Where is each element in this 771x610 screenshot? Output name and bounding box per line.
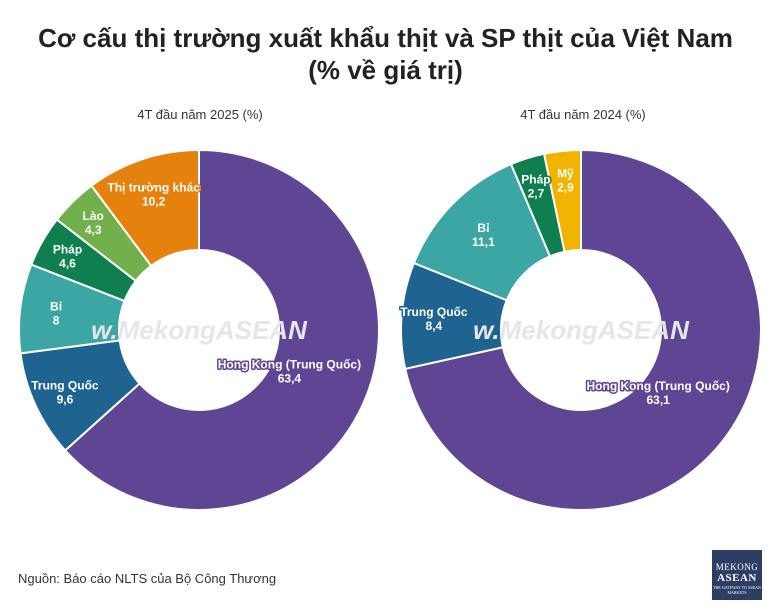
left-slice-thi-truong-khac <box>90 148 200 268</box>
left-label-name-bi: Bỉ <box>50 300 63 314</box>
right-label-value-my: 2,9 <box>557 181 574 195</box>
right-slice-my <box>542 148 582 253</box>
right-label-name-trung-quoc: Trung Quốc <box>400 305 468 319</box>
left-label-name-hong-kong-trung-quoc: Hong Kong (Trung Quốc) <box>218 357 361 371</box>
right-watermark: w.MekongASEAN <box>473 315 690 345</box>
left-label-value-hong-kong-trung-quoc: 63,4 <box>278 371 302 385</box>
mekongasean-logo: MEKONG ASEAN THE GATEWAY TO ASEAN MARKET… <box>712 550 762 600</box>
left-slice-hong-kong-trung-quoc <box>63 148 380 511</box>
left-label-value-trung-quoc: 9,6 <box>57 393 74 407</box>
left-watermark: w.MekongASEAN <box>91 315 308 345</box>
left-label-name-thi-truong-khac: Thị trường khác <box>107 180 200 194</box>
right-label-name-hong-kong-trung-quoc: Hong Kong (Trung Quốc) <box>587 379 730 393</box>
right-label-value-trung-quoc: 8,4 <box>426 319 443 333</box>
left-label-name-phap: Pháp <box>53 242 82 256</box>
right-label-value-bi: 11,1 <box>472 235 495 249</box>
right-label-value-phap: 2,7 <box>528 187 545 201</box>
left-label-value-lao: 4,3 <box>85 223 102 237</box>
logo-line3: THE GATEWAY TO ASEAN MARKETS <box>713 585 761 595</box>
right-chart-subtitle: 4T đầu năm 2024 (%) <box>520 107 646 122</box>
right-label-value-hong-kong-trung-quoc: 63,1 <box>647 393 671 407</box>
left-label-value-thi-truong-khac: 10,2 <box>142 194 166 208</box>
left-chart-subtitle: 4T đầu năm 2025 (%) <box>137 107 263 122</box>
logo-line1: MEKONG <box>715 562 759 572</box>
right-label-name-phap: Pháp <box>521 173 550 187</box>
right-label-name-my: Mỹ <box>557 167 574 181</box>
chart-title: Cơ cấu thị trường xuất khẩu thịt và SP t… <box>0 22 771 86</box>
left-label-value-bi: 8 <box>53 314 60 328</box>
chart-title-line2: (% về giá trị) <box>308 55 463 85</box>
source-note: Nguồn: Báo cáo NLTS của Bộ Công Thương <box>18 571 277 586</box>
chart-title-line1: Cơ cấu thị trường xuất khẩu thịt và SP t… <box>38 23 733 53</box>
right-slice-hong-kong-trung-quoc <box>404 148 762 511</box>
left-label-value-phap: 4,6 <box>59 256 76 270</box>
left-label-name-trung-quoc: Trung Quốc <box>31 379 99 393</box>
right-label-name-bi: Bỉ <box>477 221 490 235</box>
logo-line2: ASEAN <box>717 572 757 584</box>
left-label-name-lao: Lào <box>83 209 104 223</box>
